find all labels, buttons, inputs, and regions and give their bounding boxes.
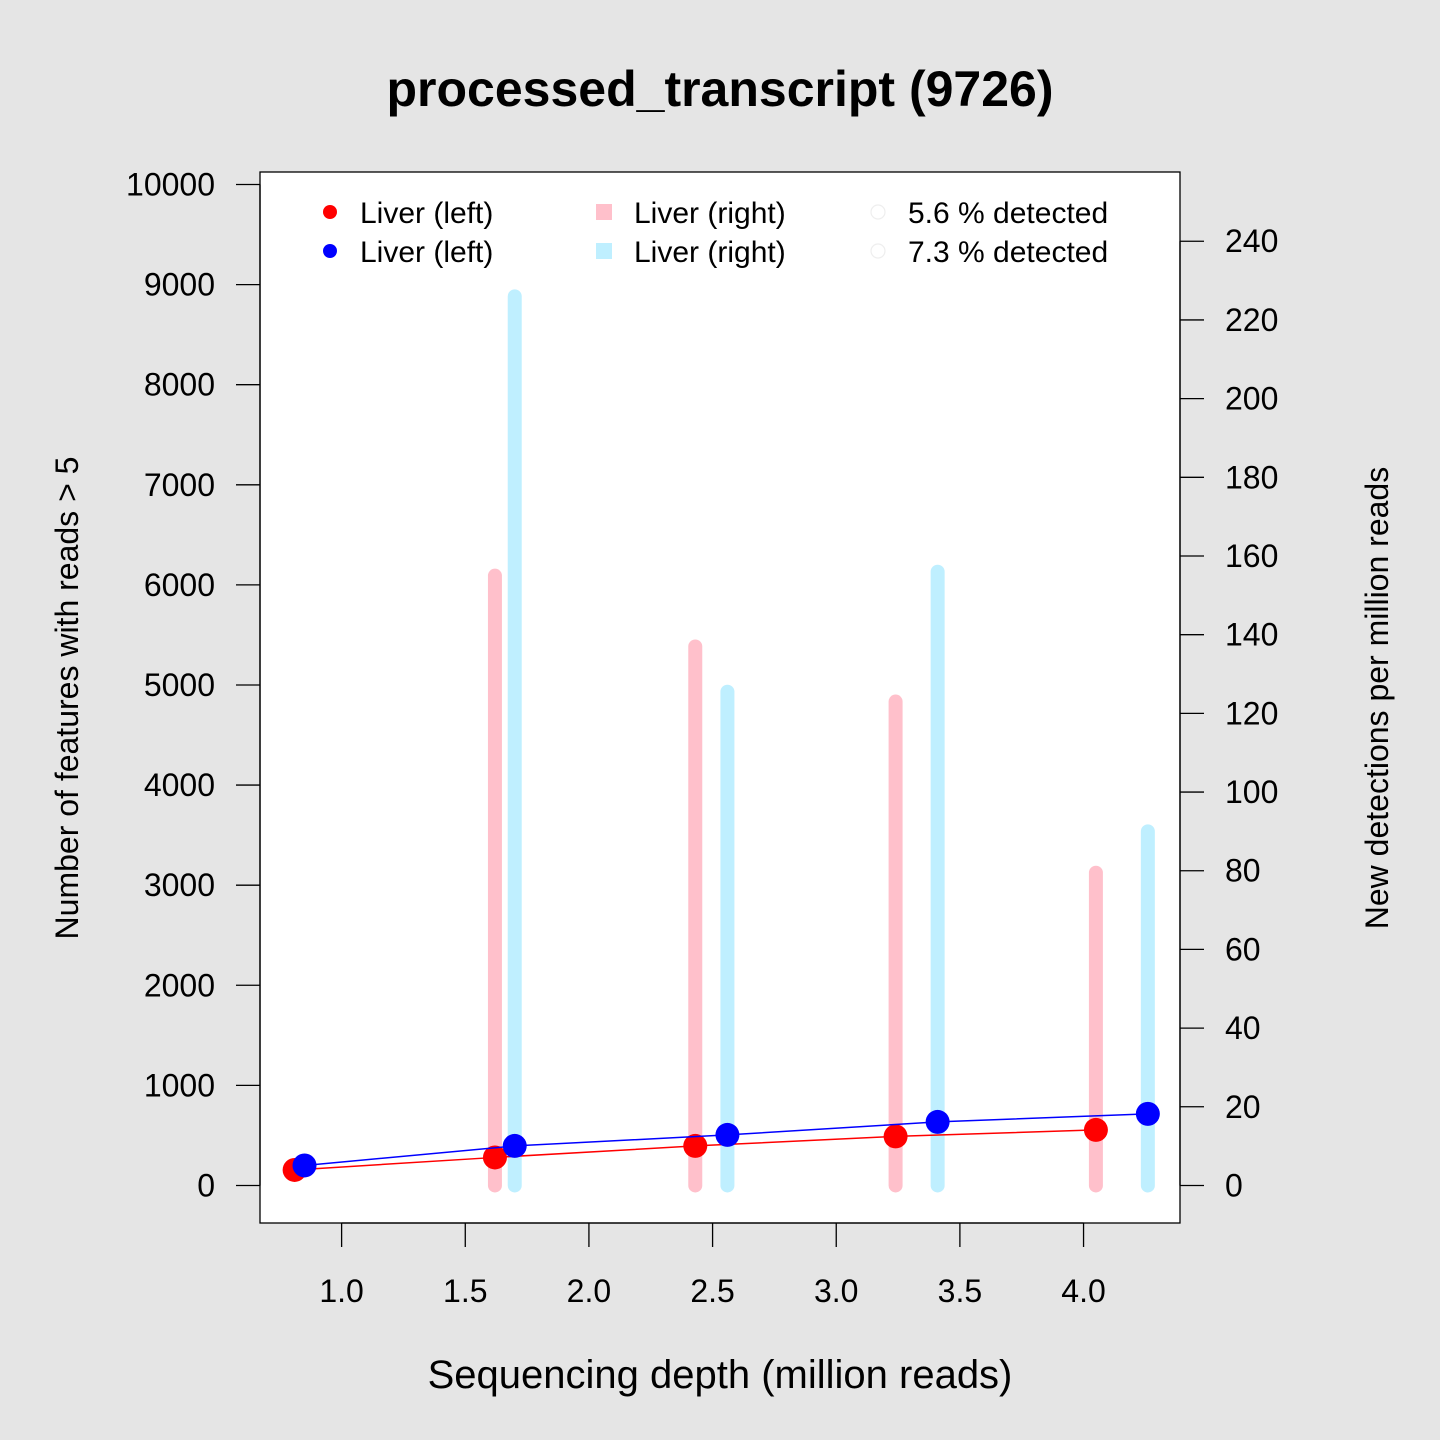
y-left-tick-label-9: 9000 xyxy=(144,267,215,303)
y-right-tick-label-8: 160 xyxy=(1225,538,1278,574)
y-right-tick-label-4: 80 xyxy=(1225,853,1261,889)
y-right-tick-label-1: 20 xyxy=(1225,1089,1261,1125)
y-left-tick-label-6: 6000 xyxy=(144,567,215,603)
legend-label-4: 5.6 % detected xyxy=(908,197,1108,230)
legend-symbol-2 xyxy=(596,204,612,220)
y-right-tick-label-10: 200 xyxy=(1225,381,1278,417)
y-axis-right-title: New detections per million reads xyxy=(1359,467,1395,929)
x-tick-label-6: 4.0 xyxy=(1061,1273,1105,1309)
point-s1-2 xyxy=(715,1122,740,1147)
legend-label-1: Liver (left) xyxy=(360,236,493,269)
x-tick-label-5: 3.5 xyxy=(938,1273,982,1309)
y-right-tick-label-2: 40 xyxy=(1225,1010,1261,1046)
point-s1-3 xyxy=(925,1109,950,1134)
point-s0-2 xyxy=(683,1133,708,1158)
x-tick-label-2: 2.0 xyxy=(567,1273,611,1309)
legend-label-3: Liver (right) xyxy=(634,236,786,269)
bars-layer xyxy=(487,289,1155,1193)
point-s1-0 xyxy=(292,1153,317,1178)
y-right-tick-label-3: 60 xyxy=(1225,931,1261,967)
y-right-tick-label-12: 240 xyxy=(1225,223,1278,259)
x-tick-label-4: 3.0 xyxy=(814,1273,858,1309)
point-s1-1 xyxy=(502,1133,527,1158)
legend-symbol-5 xyxy=(870,243,886,259)
axes-layer: 1.0 1.5 2.0 2.5 3.0 3.5 4.00100020003000400050… xyxy=(126,167,1278,1309)
point-s0-1 xyxy=(482,1145,507,1170)
legend-symbol-0 xyxy=(323,205,337,219)
x-tick-label-1: 1.5 xyxy=(443,1273,487,1309)
legend-symbol-1 xyxy=(323,244,337,258)
chart-title: processed_transcript (9726) xyxy=(387,61,1054,117)
y-right-tick-label-6: 120 xyxy=(1225,695,1278,731)
y-right-tick-label-11: 220 xyxy=(1225,302,1278,338)
legend: Liver (left) Liver (left) Liver (right) Liv… xyxy=(323,197,1108,269)
y-right-tick-label-5: 100 xyxy=(1225,774,1278,810)
legend-symbol-3 xyxy=(596,243,612,259)
y-left-tick-label-0: 0 xyxy=(197,1167,215,1203)
y-left-tick-label-7: 7000 xyxy=(144,467,215,503)
point-s0-4 xyxy=(1083,1117,1108,1142)
x-axis-title: Sequencing depth (million reads) xyxy=(428,1353,1013,1397)
legend-label-0: Liver (left) xyxy=(360,197,493,230)
y-right-tick-label-0: 0 xyxy=(1225,1167,1243,1203)
y-left-tick-label-2: 2000 xyxy=(144,967,215,1003)
y-left-tick-label-5: 5000 xyxy=(144,667,215,703)
legend-label-5: 7.3 % detected xyxy=(908,236,1108,269)
point-s0-3 xyxy=(883,1124,908,1149)
y-left-tick-label-8: 8000 xyxy=(144,367,215,403)
y-left-tick-label-10: 10000 xyxy=(126,167,215,203)
plot-area xyxy=(259,171,1181,1224)
legend-label-2: Liver (right) xyxy=(634,197,786,230)
y-right-tick-label-7: 140 xyxy=(1225,617,1278,653)
point-s1-4 xyxy=(1135,1101,1160,1126)
x-tick-label-3: 2.5 xyxy=(690,1273,734,1309)
y-left-tick-label-1: 1000 xyxy=(144,1067,215,1103)
y-right-tick-label-9: 180 xyxy=(1225,459,1278,495)
y-axis-left-title: Number of features with reads > 5 xyxy=(49,457,85,940)
y-left-tick-label-3: 3000 xyxy=(144,867,215,903)
y-left-tick-label-4: 4000 xyxy=(144,767,215,803)
lines-layer xyxy=(282,1101,1160,1182)
legend-symbol-4 xyxy=(870,204,886,220)
x-tick-label-0: 1.0 xyxy=(319,1273,363,1309)
